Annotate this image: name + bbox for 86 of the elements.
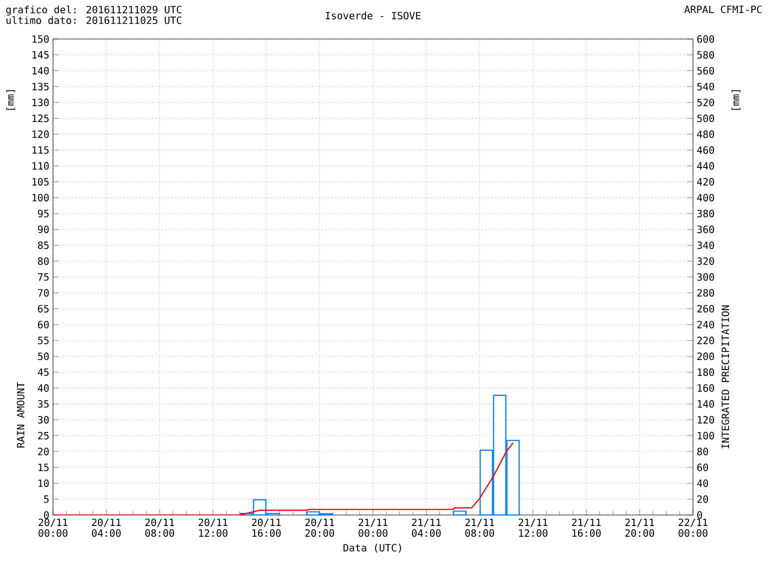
x-tick-label: 21/11 20:00 — [625, 518, 654, 537]
y-tick-label: 150 — [32, 35, 49, 43]
y-tick-label: 55 — [38, 336, 49, 344]
bar — [452, 510, 466, 516]
y-tick-label: 85 — [38, 241, 49, 250]
y-tick-label: 60 — [38, 320, 49, 328]
y-tick-label: 130 — [32, 98, 49, 106]
y-tick-label: 115 — [32, 146, 49, 154]
y2-tick-label: 600 — [697, 35, 714, 43]
y2-tick-label: 320 — [697, 257, 714, 265]
y2-tick-label: 540 — [697, 82, 714, 90]
y-tick-label: 70 — [38, 289, 49, 297]
y2-tick-label: 100 — [698, 432, 714, 440]
y2-tick-label: 580 — [697, 51, 714, 59]
x-tick-label: 20/11 16:00 — [252, 518, 281, 537]
y2-tick-label: 60 — [697, 464, 708, 472]
y2-tick-label: 440 — [697, 162, 714, 170]
y2-tick-label: 340 — [697, 241, 714, 250]
y-tick-label: 50 — [38, 352, 49, 360]
y-tick-label: 95 — [38, 210, 49, 218]
y-axis-title: RAIN AMOUNT — [16, 382, 24, 448]
y2-tick-label: 240 — [697, 320, 714, 328]
y2-tick-label: 380 — [697, 210, 714, 218]
y-tick-label: 105 — [32, 178, 49, 186]
y2-tick-label: 560 — [697, 66, 714, 75]
y2-tick-label: 460 — [697, 146, 714, 154]
y-tick-label: 40 — [38, 384, 49, 392]
y-tick-label: 125 — [32, 114, 49, 122]
y2-tick-label: 220 — [697, 336, 714, 344]
x-tick-label: 21/11 00:00 — [358, 518, 388, 537]
y-tick-label: 80 — [38, 257, 49, 265]
text: ARPAL CFMI-PC — [684, 6, 762, 14]
y2-axis-title: INTEGRATED PRECIPITATION — [722, 305, 730, 448]
y2-tick-label: 420 — [697, 178, 714, 186]
x-tick-label: 21/11 04:00 — [412, 518, 441, 537]
y2-tick-label: 180 — [698, 368, 714, 376]
y2-tick-label: 360 — [697, 226, 714, 234]
y-tick-label: 135 — [32, 82, 49, 90]
y-tick-label: 15 — [38, 464, 49, 472]
x-tick-label: 20/11 00:00 — [38, 518, 68, 537]
text: [mm] — [6, 90, 16, 110]
y2-tick-label: 40 — [697, 479, 708, 488]
x-tick-label: 20/11 12:00 — [198, 518, 228, 537]
y2-tick-label: 140 — [698, 400, 714, 408]
y2-tick-label: 520 — [697, 98, 714, 106]
y2-tick-label: 0 — [697, 511, 702, 519]
y-tick-label: 25 — [38, 432, 49, 440]
line-series — [53, 442, 514, 515]
y-tick-label: 10 — [38, 479, 49, 488]
y-tick-label: 90 — [38, 226, 49, 234]
y-tick-label: 35 — [38, 400, 49, 408]
y2-tick-label: 260 — [697, 304, 714, 313]
y2-tick-label: 480 — [697, 130, 714, 138]
y-tick-label: 75 — [38, 273, 49, 281]
x-axis-title: Data (UTC) — [344, 544, 402, 553]
x-tick-label: 21/11 08:00 — [465, 518, 494, 537]
y2-tick-label: 400 — [697, 194, 714, 202]
y2-tick-label: 200 — [697, 352, 714, 360]
y2-tick-label: 160 — [698, 384, 714, 392]
x-tick-label: 20/11 04:00 — [92, 518, 121, 537]
y-tick-label: 65 — [38, 304, 49, 313]
x-tick-label: 22/11 00:00 — [678, 518, 708, 537]
y2-tick-label: 500 — [697, 114, 714, 122]
text: grafico del: 201611211029 UTC — [6, 6, 182, 16]
y-tick-label: 0 — [44, 511, 49, 519]
y-tick-label: 20 — [38, 448, 49, 456]
y-tick-label: 5 — [44, 495, 49, 503]
y2-tick-label: 300 — [697, 273, 714, 281]
y-tick-label: 45 — [38, 368, 49, 376]
y2-tick-label: 80 — [697, 448, 708, 456]
y-tick-label: 30 — [38, 416, 49, 424]
y-tick-label: 120 — [32, 130, 49, 138]
x-tick-label: 21/11 16:00 — [572, 518, 601, 537]
text: [mm] — [732, 90, 740, 110]
chart-title: Isoverde - ISOVE — [326, 12, 421, 20]
y2-tick-label: 20 — [697, 495, 708, 503]
y2-tick-label: 120 — [698, 416, 714, 424]
x-tick-label: 21/11 12:00 — [518, 518, 548, 537]
x-tick-label: 20/11 20:00 — [305, 518, 334, 537]
y-tick-label: 145 — [32, 51, 49, 59]
y-tick-label: 100 — [32, 194, 49, 202]
x-tick-label: 20/11 08:00 — [145, 518, 174, 537]
y-tick-label: 140 — [32, 66, 49, 75]
y-tick-label: 110 — [32, 162, 49, 170]
y2-tick-label: 280 — [697, 289, 714, 297]
text: ultimo dato: 201611211025 UTC — [6, 16, 182, 24]
